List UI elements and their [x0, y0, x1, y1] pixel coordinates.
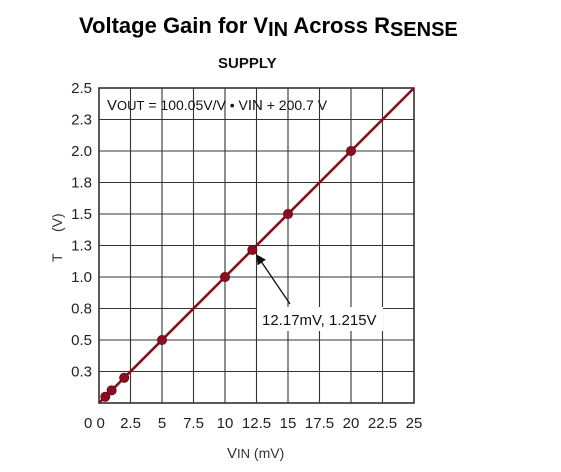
y-tick-label: 2.0	[71, 143, 92, 160]
y-axis-label-prefix: T	[49, 253, 65, 262]
x-tick-label: 0 0	[84, 415, 105, 432]
equation-part-d: IN	[248, 97, 263, 114]
x-axis-label-sub: IN	[237, 446, 250, 461]
series-points	[100, 145, 356, 402]
y-tick-label: 1.0	[71, 269, 92, 286]
title-part-c: Across R	[288, 13, 390, 38]
data-point	[247, 244, 258, 255]
equation-label: VOUT = 100.05V/V • VIN + 200.7 V	[107, 97, 328, 114]
y-tick-labels: 0.3 0.5 0.8 1.0 1.3 1.5 1.8 2.0 2.3 2.5	[71, 80, 92, 381]
data-point	[100, 391, 111, 402]
x-axis-label-unit: (mV)	[250, 445, 284, 461]
data-point	[106, 385, 117, 396]
data-point	[282, 208, 293, 219]
series-vout	[98, 87, 415, 404]
data-point	[119, 372, 130, 383]
x-tick-label: 17.5	[305, 415, 334, 432]
title-part-a: Voltage Gain for V	[79, 13, 268, 38]
series-line	[98, 87, 415, 404]
annotation-label: 12.17mV, 1.215V	[262, 312, 377, 329]
y-tick-label: 1.8	[71, 175, 92, 192]
x-axis-label: VIN (mV)	[227, 445, 284, 462]
title-part-b: IN	[268, 19, 288, 41]
y-tick-label: 0.5	[71, 332, 92, 349]
title-part-d: SENSE	[390, 19, 458, 41]
data-point	[345, 145, 356, 156]
x-tick-label: 7.5	[183, 415, 204, 432]
x-tick-label: 20	[343, 415, 360, 432]
equation-part-b: OUT	[117, 98, 145, 113]
equation-part-e: + 200.7 V	[263, 97, 328, 113]
data-point	[156, 334, 167, 345]
x-tick-label: 2.5	[120, 415, 141, 432]
y-tick-label: 0.3	[71, 364, 92, 381]
x-tick-labels: 0 0 2.5 5 7.5 10 12.5 15 17.5 20 22.5 25	[84, 415, 422, 432]
data-point	[219, 271, 230, 282]
annotation-background	[257, 307, 383, 331]
x-axis-label-main: V	[227, 445, 237, 462]
y-tick-label: 1.5	[71, 206, 92, 223]
y-tick-label: 2.5	[71, 80, 92, 97]
chart-subtitle: SUPPLY	[218, 55, 277, 72]
y-axis-label-unit: (V)	[49, 213, 65, 232]
x-tick-label: 15	[280, 415, 297, 432]
equation-part-a: V	[107, 97, 117, 114]
x-tick-label: 5	[158, 415, 166, 432]
chart-title: Voltage Gain for VIN Across RSENSE	[79, 13, 458, 41]
annotation-arrow	[256, 254, 291, 305]
x-tick-label: 25	[406, 415, 423, 432]
y-tick-label: 1.3	[71, 238, 92, 255]
x-tick-label: 10	[217, 415, 234, 432]
y-tick-label: 2.3	[71, 112, 92, 129]
y-tick-label: 0.8	[71, 301, 92, 318]
x-tick-label: 22.5	[368, 415, 397, 432]
equation-part-c: = 100.05V/V • V	[144, 97, 248, 113]
x-tick-label: 12.5	[242, 415, 271, 432]
y-axis-label: T (V)	[49, 213, 65, 262]
